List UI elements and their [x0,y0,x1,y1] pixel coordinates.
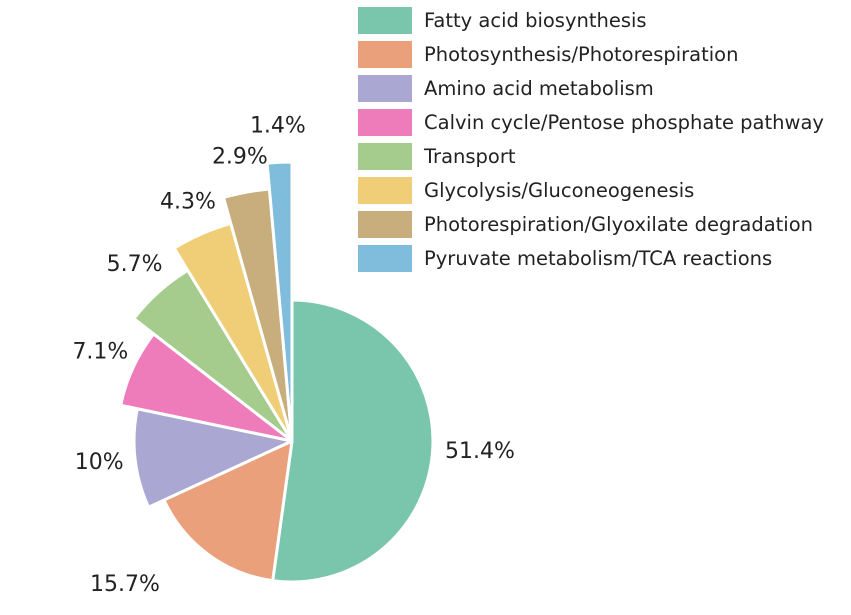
legend-swatch [358,108,412,136]
legend-label: Fatty acid biosynthesis [424,8,647,32]
legend-item-transport: Transport [358,139,824,173]
legend-swatch [358,176,412,204]
legend-item-calvin-cycle: Calvin cycle/Pentose phosphate pathway [358,105,824,139]
legend-item-amino-acid: Amino acid metabolism [358,71,824,105]
legend-swatch [358,244,412,272]
slice-label: 51.4% [445,439,515,464]
slice-label: 7.1% [72,340,128,365]
legend-swatch [358,40,412,68]
legend-swatch [358,142,412,170]
pie-slice [271,298,435,584]
legend-swatch [358,74,412,102]
legend-label: Amino acid metabolism [424,76,654,100]
legend-item-glycolysis: Glycolysis/Gluconeogenesis [358,173,824,207]
legend-label: Calvin cycle/Pentose phosphate pathway [424,110,824,134]
slice-label: 15.7% [90,572,160,597]
legend: Fatty acid biosynthesis Photosynthesis/P… [358,3,824,275]
legend-label: Photosynthesis/Photorespiration [424,42,739,66]
pie-slice [265,160,294,443]
pie-slice [162,439,294,583]
legend-label: Transport [424,144,516,168]
slice-label: 10% [75,450,124,475]
legend-item-photosynthesis: Photosynthesis/Photorespiration [358,37,824,71]
legend-item-photorespiration: Photorespiration/Glyoxilate degradation [358,207,824,241]
legend-label: Glycolysis/Gluconeogenesis [424,178,695,202]
legend-label: Photorespiration/Glyoxilate degradation [424,212,814,236]
slice-label: 2.9% [212,145,268,170]
slice-label: 5.7% [107,252,163,277]
slice-label: 4.3% [160,190,216,215]
legend-item-pyruvate: Pyruvate metabolism/TCA reactions [358,241,824,275]
legend-swatch [358,6,412,34]
legend-item-fatty-acid: Fatty acid biosynthesis [358,3,824,37]
legend-label: Pyruvate metabolism/TCA reactions [424,246,773,270]
slice-label: 1.4% [250,113,306,138]
legend-swatch [358,210,412,238]
